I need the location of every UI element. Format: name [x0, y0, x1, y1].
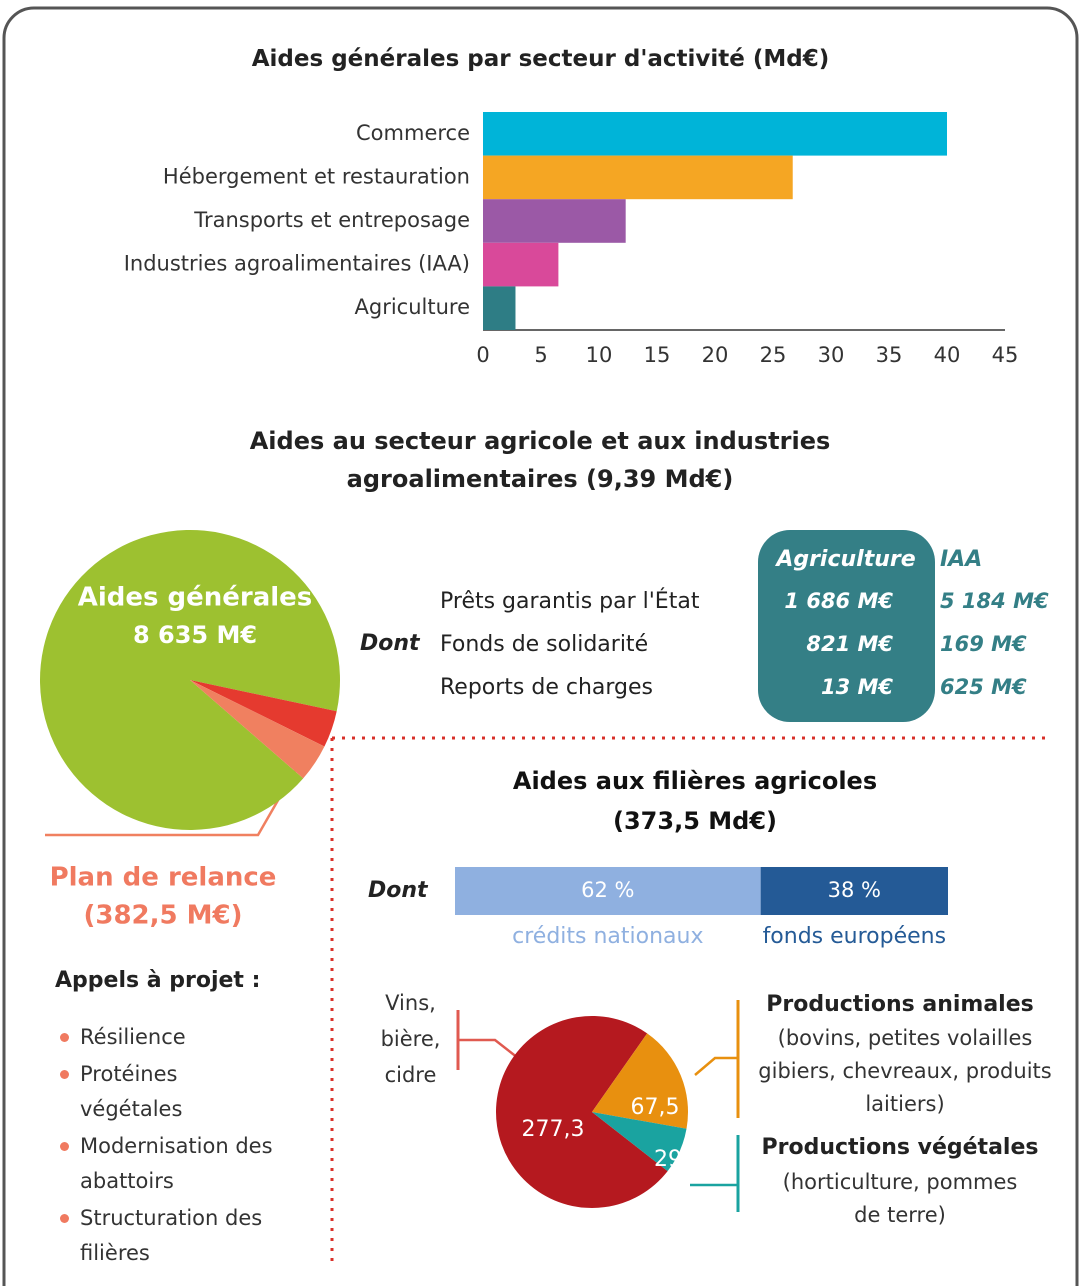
x-tick-label: 20	[702, 343, 729, 367]
bar-segment	[760, 867, 948, 915]
legend-label: fonds européens	[763, 924, 947, 949]
cell: 5 184 M€	[940, 589, 1049, 613]
slice-label: Aides générales	[78, 583, 313, 613]
table-label: Dont	[360, 631, 421, 656]
column-header: IAA	[940, 547, 982, 572]
bar-label: Dont	[368, 878, 429, 903]
bullet	[60, 1070, 69, 1079]
cell: 625 M€	[940, 675, 1027, 699]
x-tick-label: 10	[586, 343, 613, 367]
bar-value: 62 %	[581, 878, 634, 902]
column-header: Agriculture	[774, 547, 915, 572]
category-detail: (horticulture, pommes de terre)	[782, 1170, 1018, 1227]
list-item: Protéines végétales	[80, 1062, 183, 1121]
list-item: Modernisation des abattoirs	[80, 1134, 273, 1193]
pie-slice	[190, 680, 337, 747]
y-tick-label: Commerce	[356, 121, 470, 145]
section-title: Aides aux filières agricoles	[513, 767, 877, 795]
pie-slice	[592, 1033, 688, 1129]
bar	[483, 199, 626, 243]
frame	[2, 6, 1079, 1286]
x-tick-label: 25	[760, 343, 787, 367]
bullet	[60, 1142, 69, 1151]
cell: 169 M€	[940, 632, 1027, 656]
cell: 821 M€	[806, 632, 893, 656]
cell: 13 M€	[821, 675, 893, 699]
y-tick-label: Agriculture	[355, 295, 471, 319]
row-label: Prêts garantis par l'État	[440, 588, 700, 614]
legend-label: crédits nationaux	[512, 924, 703, 949]
slice-value: 29	[654, 1147, 682, 1172]
category-label: Vins, bière, cidre	[380, 991, 441, 1087]
list-item: Structuration des filières	[80, 1206, 263, 1265]
slice-value: 277,3	[522, 1117, 585, 1142]
slice-value: 8 635 M€	[133, 621, 257, 649]
chart-title: Aides générales par secteur d'activité (…	[251, 46, 830, 72]
x-tick-label: 40	[934, 343, 961, 367]
category-label: Productions animales	[766, 992, 1034, 1017]
leader-line	[694, 1056, 738, 1076]
pie-slice	[592, 1112, 687, 1172]
y-tick-label: Hébergement et restauration	[163, 164, 470, 188]
bullet	[60, 1033, 69, 1042]
bar-segment	[455, 867, 761, 915]
x-tick-label: 35	[876, 343, 903, 367]
bullet	[60, 1214, 69, 1223]
y-tick-label: Transports et entreposage	[193, 208, 470, 232]
bar	[483, 286, 516, 330]
list-title: Appels à projet :	[55, 968, 261, 993]
slice-value: 67,5	[631, 1095, 680, 1120]
category-label: Productions végétales	[762, 1135, 1039, 1160]
row-label: Reports de charges	[440, 675, 653, 700]
table-highlight	[758, 530, 935, 722]
x-tick-label: 0	[476, 343, 489, 367]
pie-slice	[190, 680, 325, 779]
section-value: (373,5 Md€)	[613, 807, 777, 835]
list-item: Résilience	[80, 1025, 186, 1049]
x-tick-label: 45	[992, 343, 1019, 367]
row-label: Fonds de solidarité	[440, 632, 648, 657]
cell: 1 686 M€	[784, 589, 893, 613]
category-detail: (bovins, petites volailles gibiers, chev…	[758, 1026, 1052, 1116]
bar	[483, 112, 947, 156]
slice-label: Plan de relance	[50, 863, 277, 893]
bar	[483, 242, 559, 287]
bar	[483, 155, 793, 200]
leader-line	[458, 1038, 519, 1059]
slice-value: (382,5 M€)	[83, 901, 242, 931]
x-tick-label: 5	[534, 343, 547, 367]
bar-value: 38 %	[828, 878, 881, 902]
pie-slice	[39, 530, 340, 831]
pie-slice	[496, 1016, 668, 1208]
x-tick-label: 30	[818, 343, 845, 367]
chart-title: Aides au secteur agricole et aux industr…	[249, 427, 831, 493]
x-tick-label: 15	[644, 343, 671, 367]
y-tick-label: Industries agroalimentaires (IAA)	[124, 252, 470, 276]
